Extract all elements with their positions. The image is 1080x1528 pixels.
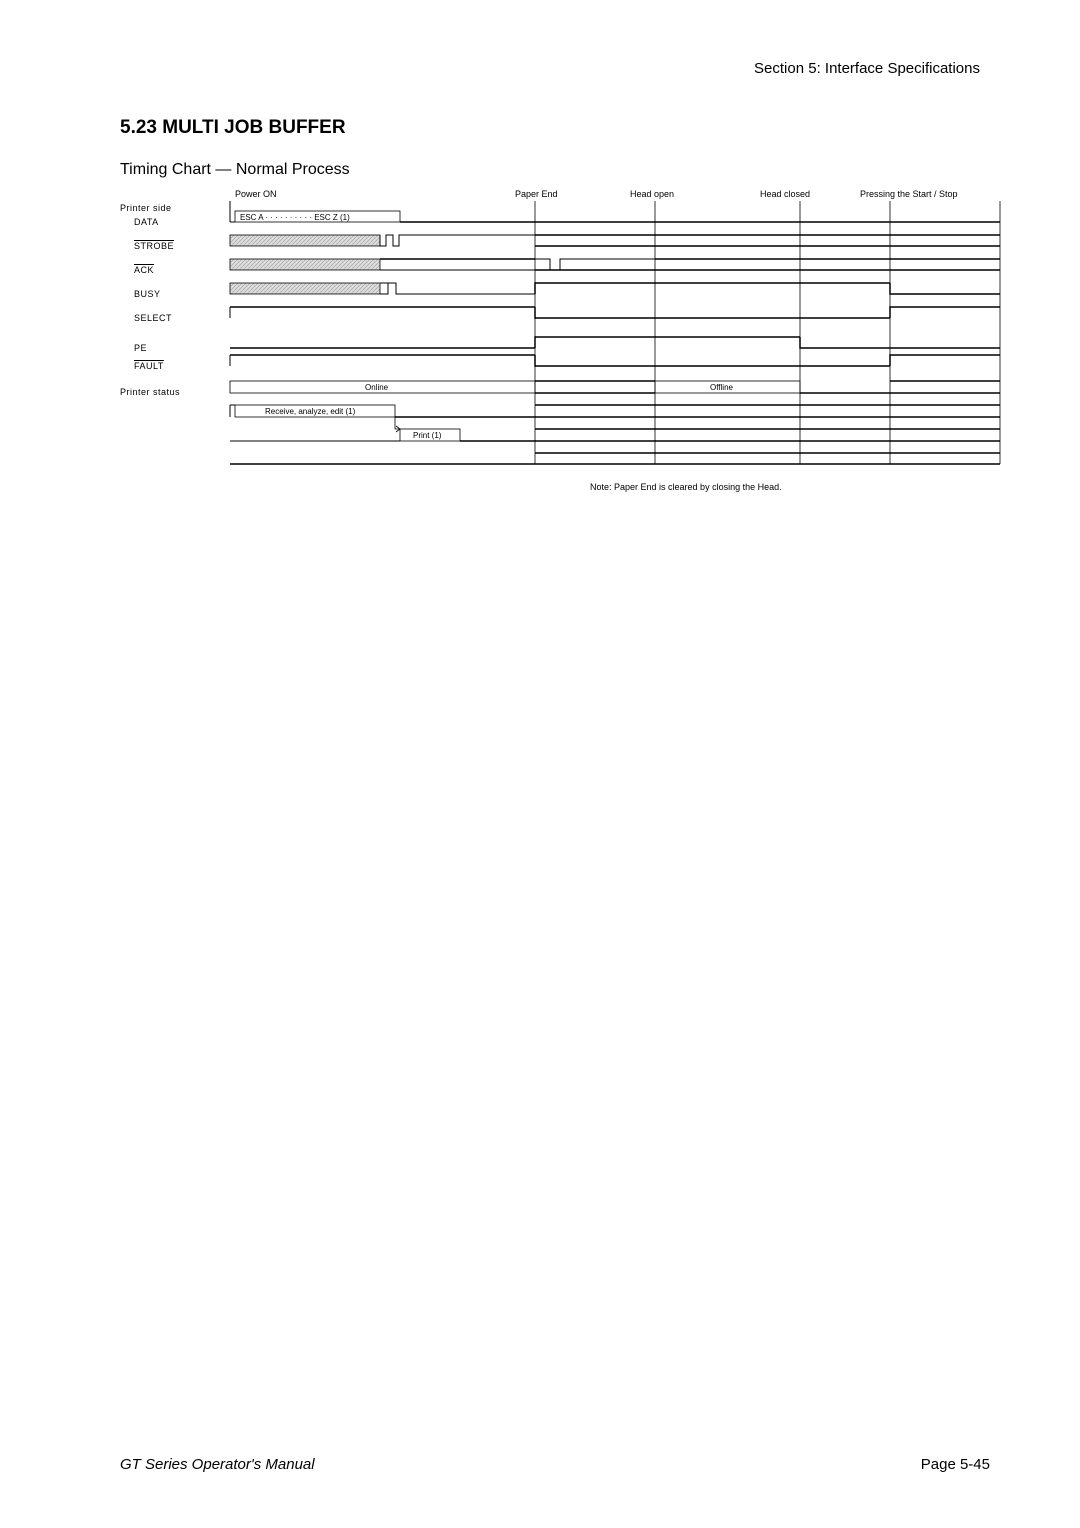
page-header: Section 5: Interface Specifications	[120, 60, 980, 77]
text-esc: ESC A · · · · · · · · · · ESC Z (1)	[240, 213, 350, 222]
timing-chart: Power ON Paper End Head open Head closed…	[120, 189, 1020, 474]
footer-manual-name: GT Series Operator's Manual	[120, 1456, 315, 1473]
text-receive: Receive, analyze, edit (1)	[265, 407, 356, 416]
text-print: Print (1)	[413, 431, 442, 440]
footer-page-number: Page 5-45	[921, 1456, 990, 1473]
text-offline: Offline	[710, 383, 734, 392]
page-footer: GT Series Operator's Manual Page 5-45	[120, 1456, 990, 1473]
chart-note: Note: Paper End is cleared by closing th…	[590, 482, 990, 492]
section-title: 5.23 MULTI JOB BUFFER	[120, 117, 990, 139]
timing-diagram-svg: ESC A · · · · · · · · · · ESC Z (1)	[120, 189, 1020, 474]
text-online: Online	[365, 383, 389, 392]
chart-subtitle: Timing Chart — Normal Process	[120, 161, 990, 179]
